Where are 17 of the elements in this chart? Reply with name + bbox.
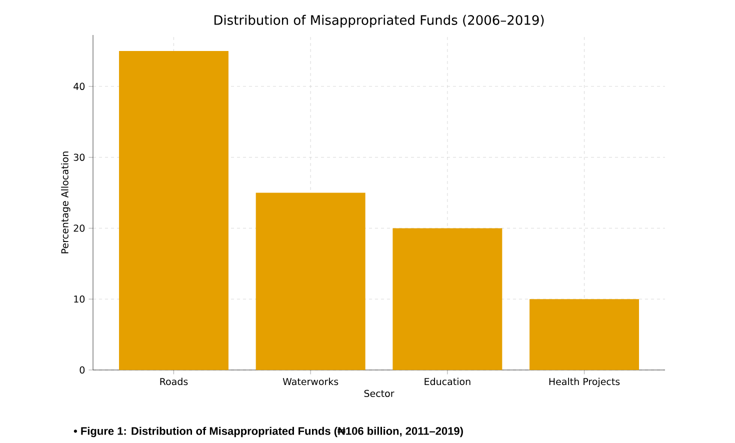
x-axis-title: Sector [364, 390, 394, 398]
chart-title: Distribution of Misappropriated Funds (2006–2019) [214, 14, 544, 28]
bar [530, 299, 640, 370]
y-tick-label: 40 [74, 82, 85, 90]
y-tick-label: 20 [74, 224, 85, 232]
x-tick-label: Education [424, 378, 470, 386]
y-tick-label: 10 [74, 295, 85, 303]
y-axis-title: Percentage Allocation [61, 152, 70, 254]
y-tick-label: 30 [74, 154, 85, 161]
text: • Figure 1: Distribution of Misappropriated Funds (₦106 billion, 2011–2019) [74, 426, 463, 438]
x-tick-label: Roads [160, 378, 188, 386]
x-tick-label: Waterworks [282, 378, 338, 386]
y-tick-label: 0 [80, 366, 85, 374]
bar [392, 228, 502, 370]
bar [256, 192, 366, 370]
x-tick-label: Health Projects [549, 378, 620, 387]
bar [119, 50, 228, 370]
